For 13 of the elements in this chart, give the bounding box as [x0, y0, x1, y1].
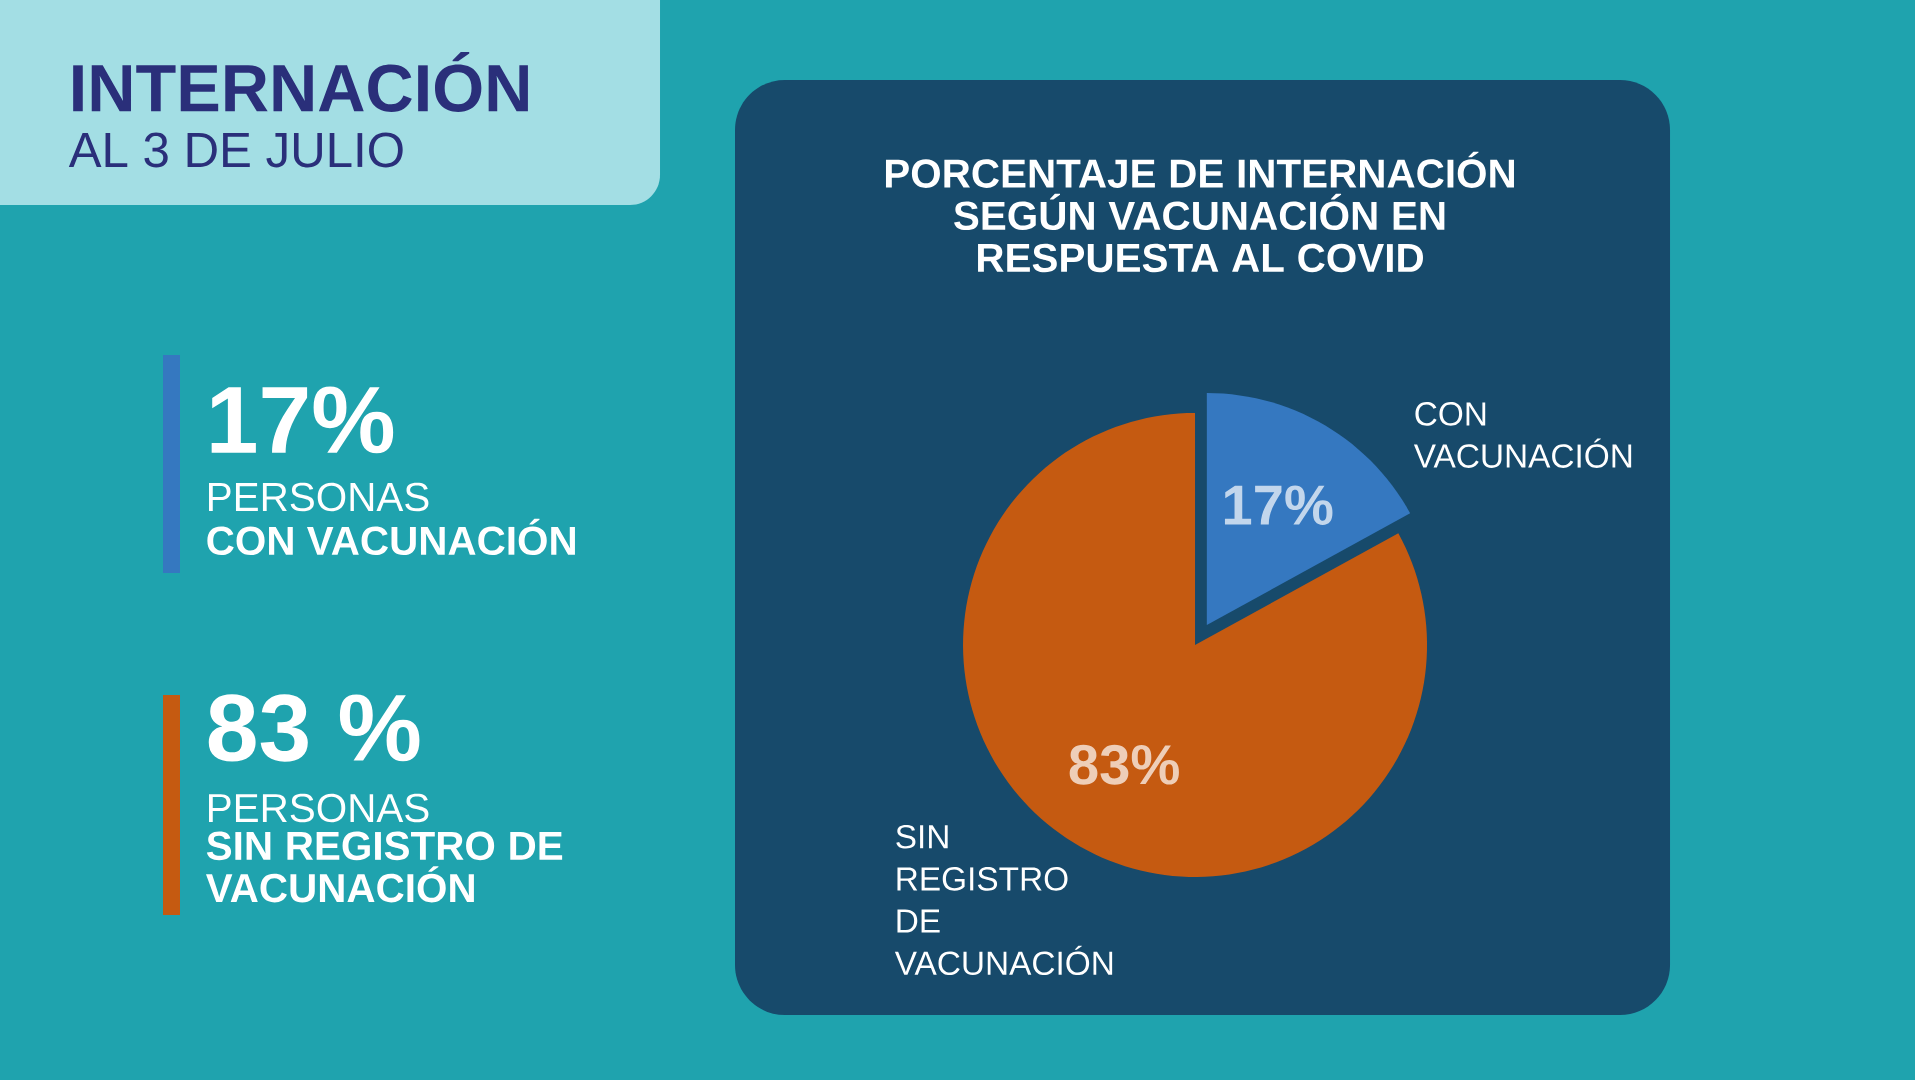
slice-label: CON VACUNACIÓN: [1413, 402, 1632, 468]
data-label: 83%: [1069, 744, 1179, 785]
text: PERSONAS: [209, 482, 429, 512]
text: 17%: [211, 386, 394, 454]
chart-title: PORCENTAJE DE INTERNACIÓN SEGÚN VACUNACIÓN EN RESPUESTA AL COVID: [885, 151, 1514, 273]
text: AL 3 DE JULIO: [68, 132, 403, 168]
text: 83 %: [208, 694, 420, 762]
text: PERSONAS: [209, 793, 429, 823]
text: SIN REGISTRO DE VACUNACIÓN: [205, 831, 563, 903]
text: CON VACUNACIÓN: [207, 518, 575, 556]
text: INTERNACIÓN: [73, 52, 528, 112]
slice-label: SIN REGISTRO DE VACUNACIÓN: [894, 824, 1113, 976]
data-label: 17%: [1224, 485, 1333, 525]
